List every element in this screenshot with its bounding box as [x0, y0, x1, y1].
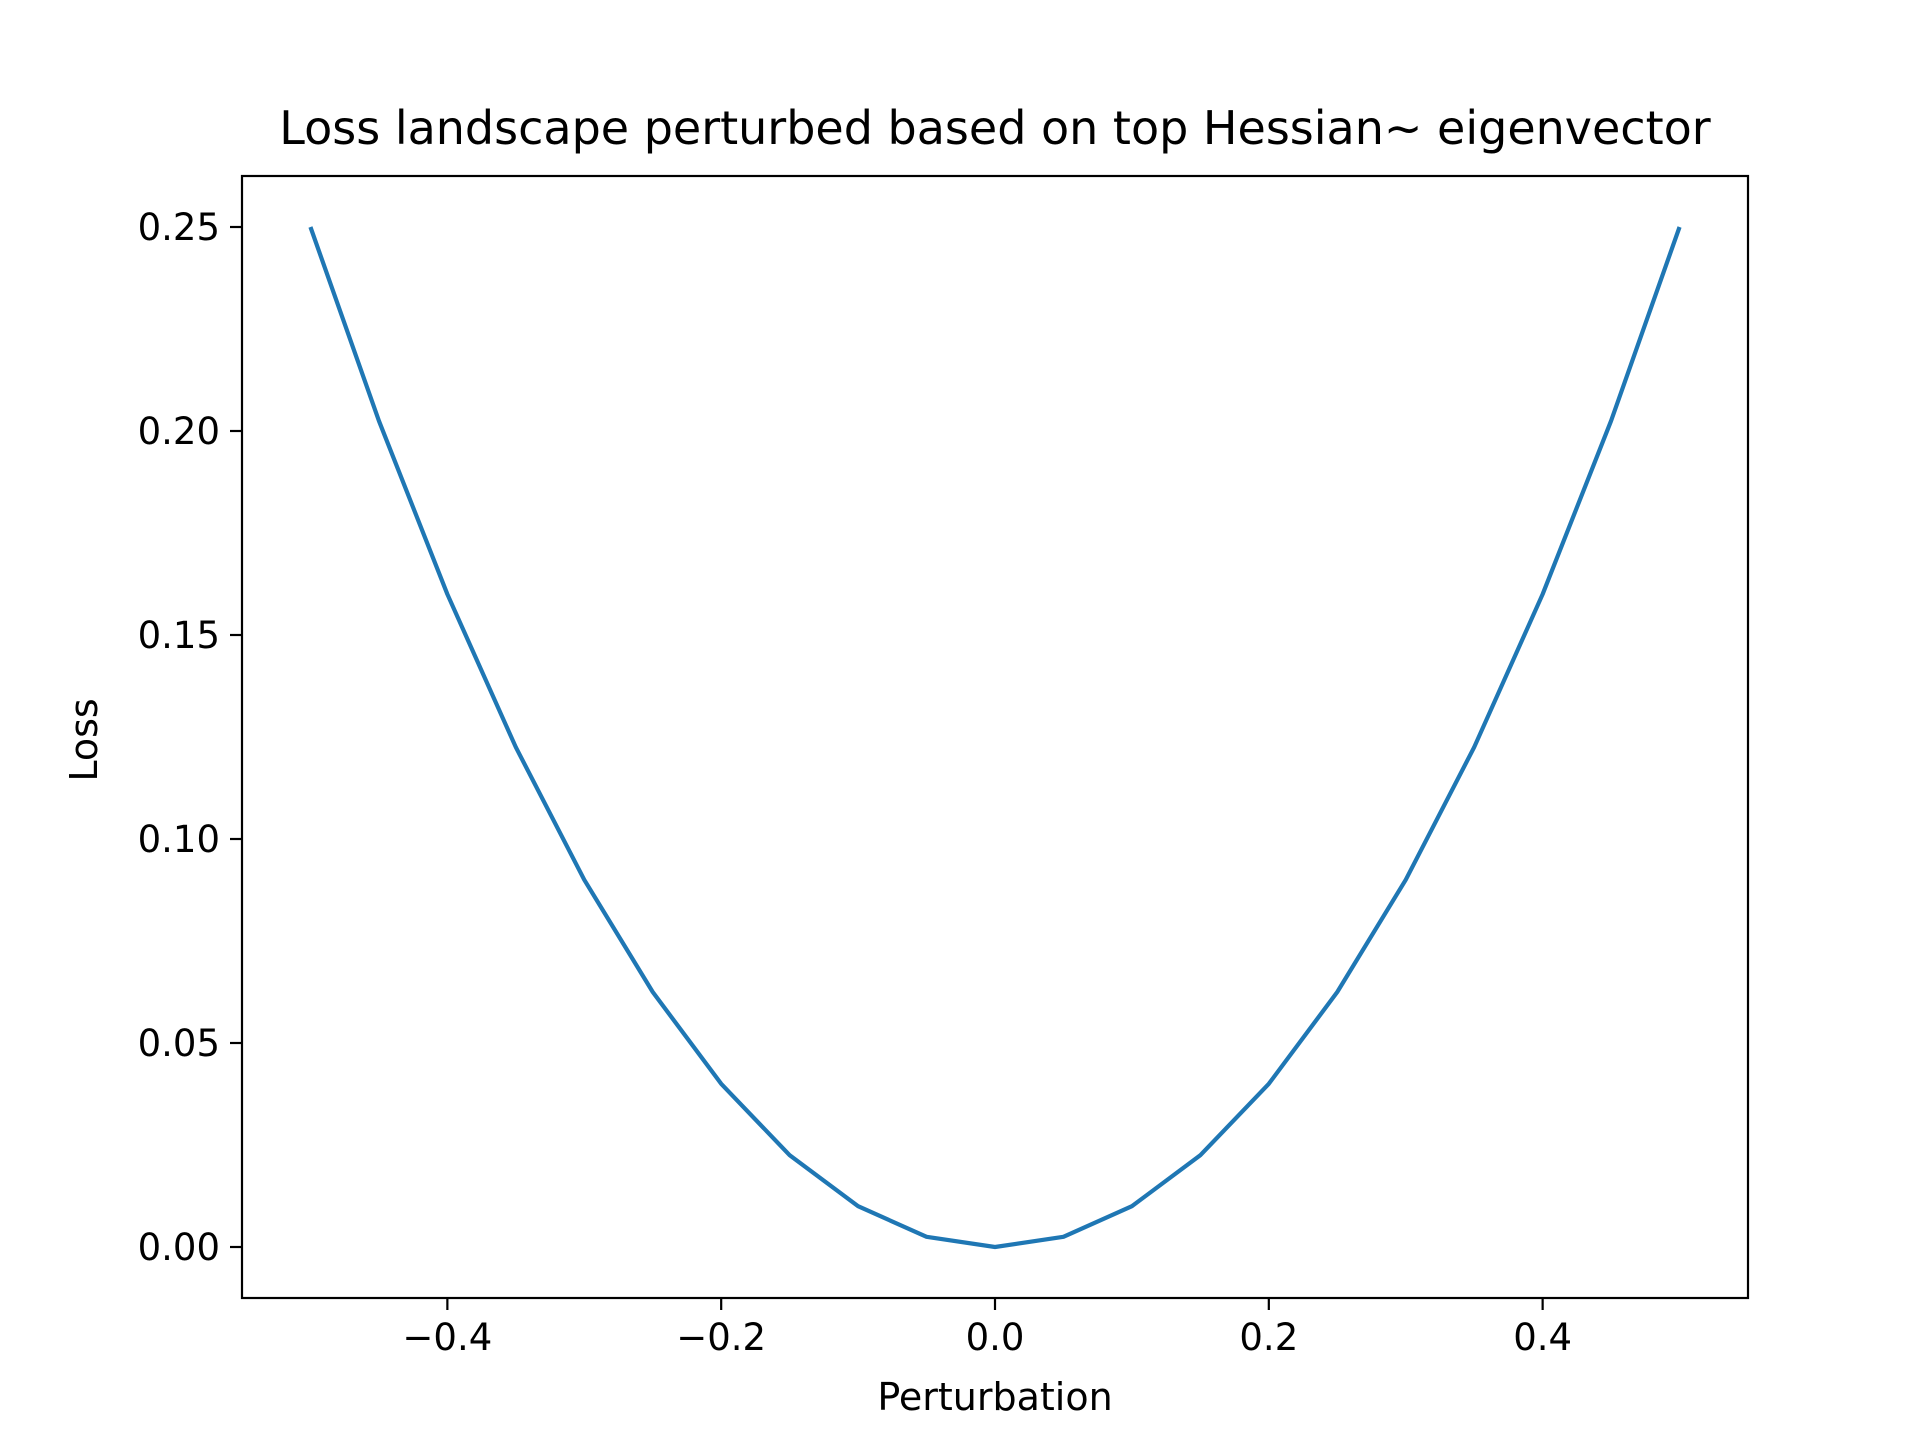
series-line-0: [308, 226, 1682, 1250]
y-tick-label: 0.15: [138, 614, 220, 657]
x-tick-label: −0.4: [402, 1316, 492, 1359]
chart-title: Loss landscape perturbed based on top He…: [279, 101, 1710, 155]
y-tick-label: 0.10: [138, 818, 220, 861]
x-tick-label: 0.4: [1513, 1316, 1572, 1359]
y-tick-label: 0.00: [138, 1226, 220, 1269]
y-axis-label: Loss: [62, 698, 106, 781]
y-axis: 0.00 0.05 0.10 0.15 0.20 0.25: [138, 206, 242, 1269]
y-tick-label: 0.05: [138, 1022, 220, 1065]
x-tick-label: 0.0: [966, 1316, 1025, 1359]
x-axis: −0.4 −0.2 0.0 0.2 0.4: [402, 1298, 1572, 1359]
x-axis-label: Perturbation: [877, 1375, 1112, 1419]
y-tick-label: 0.25: [138, 206, 220, 249]
x-tick-label: 0.2: [1239, 1316, 1298, 1359]
y-tick-label: 0.20: [138, 410, 220, 453]
x-tick-label: −0.2: [676, 1316, 766, 1359]
